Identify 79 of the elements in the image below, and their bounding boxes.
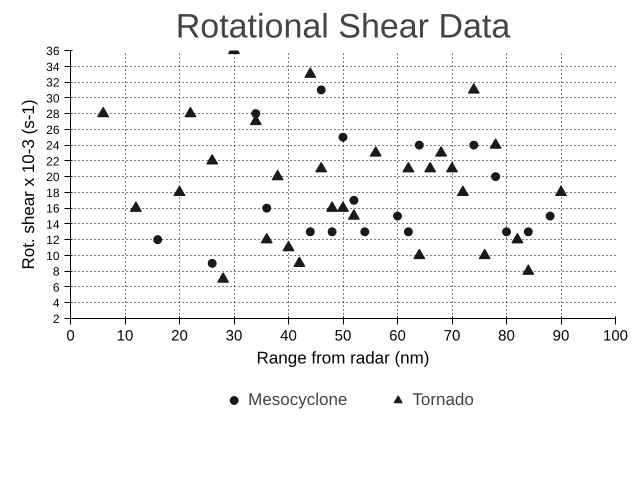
point — [456, 186, 469, 196]
y-tick-label: 18 — [46, 186, 60, 200]
point — [217, 272, 230, 283]
point — [262, 204, 272, 213]
point — [404, 227, 413, 236]
y-tick-label: 8 — [52, 264, 60, 279]
x-tick-label: 90 — [552, 328, 570, 344]
x-tick-label: 100 — [602, 328, 628, 344]
point — [511, 232, 524, 244]
point — [206, 154, 218, 165]
point — [304, 67, 316, 78]
point — [316, 85, 326, 94]
point — [524, 227, 533, 236]
y-tick-label: 30 — [46, 91, 60, 106]
point — [522, 264, 534, 275]
y-axis-title: Rot. shear x 10-3 (s-1) — [19, 99, 38, 270]
point — [413, 248, 426, 260]
chart-title: Rotational Shear Data — [176, 8, 510, 46]
point — [349, 196, 358, 205]
point — [153, 235, 162, 244]
x-tick-label: 0 — [66, 328, 75, 344]
point — [370, 146, 382, 157]
point — [272, 170, 284, 180]
y-tick-label: 20 — [46, 170, 60, 184]
y-tick-label: 22 — [46, 154, 60, 168]
y-tick-label: 2 — [52, 312, 60, 326]
y-tick-label: 10 — [46, 248, 60, 263]
x-tick-label: 10 — [116, 328, 134, 344]
point — [348, 209, 360, 220]
point — [546, 212, 555, 221]
point — [315, 162, 328, 172]
point — [502, 227, 511, 236]
y-tick-label: 34 — [46, 60, 60, 74]
y-tick-label: 24 — [46, 138, 60, 153]
point — [326, 201, 338, 212]
y-tick-label: 32 — [46, 76, 60, 90]
point — [97, 106, 110, 118]
point — [338, 132, 348, 142]
point — [402, 162, 414, 172]
x-axis-title: Range from radar (nm) — [256, 348, 430, 368]
point — [293, 256, 306, 267]
y-tick-label: 26 — [46, 122, 60, 137]
point — [478, 248, 491, 260]
point — [260, 232, 273, 244]
legend-label: Tornado — [412, 390, 474, 410]
point — [469, 140, 478, 150]
point — [414, 140, 424, 150]
point — [337, 201, 349, 212]
point — [306, 227, 315, 236]
point — [491, 172, 500, 182]
point — [328, 227, 337, 236]
y-tick-label: 4 — [52, 296, 60, 310]
point — [208, 258, 217, 268]
y-tick-label: 12 — [46, 233, 60, 248]
y-tick-label: 28 — [46, 107, 60, 122]
point — [393, 212, 402, 221]
x-tick-label: 30 — [226, 328, 242, 344]
point — [446, 162, 458, 172]
x-tick-label: 80 — [498, 328, 515, 344]
x-tick-label: 50 — [334, 328, 352, 344]
point — [174, 186, 186, 196]
y-tick-label: 14 — [46, 217, 60, 232]
x-tick-label: 20 — [171, 328, 188, 344]
legend-label: Mesocyclone — [248, 390, 348, 410]
y-tick-label: 36 — [46, 44, 60, 58]
point — [490, 138, 502, 149]
y-tick-label: 16 — [46, 202, 60, 216]
point — [424, 162, 436, 172]
point — [282, 240, 294, 252]
point — [360, 227, 370, 236]
x-tick-label: 60 — [389, 328, 406, 344]
point — [184, 106, 196, 118]
y-tick-label: 6 — [52, 280, 60, 294]
point — [130, 201, 142, 212]
point — [555, 186, 567, 196]
point — [435, 146, 448, 157]
x-tick-label: 70 — [444, 328, 460, 344]
x-tick-label: 40 — [280, 328, 297, 344]
point — [468, 83, 480, 94]
